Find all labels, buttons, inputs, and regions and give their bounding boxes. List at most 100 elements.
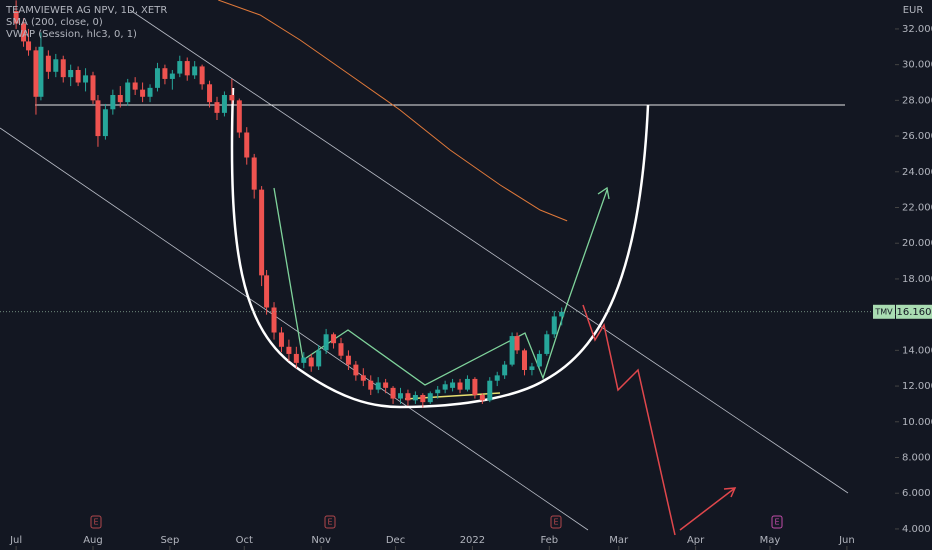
candle-body [420,395,426,403]
candle-body [90,75,96,101]
candle-body [125,82,131,103]
event-marker [324,515,336,529]
y-tick-label: 12.000 [902,381,932,392]
y-tick-label: 30.000 [902,60,932,71]
candle-body [184,61,190,76]
y-tick-label: 4.000 [902,524,931,535]
candle-body [13,11,19,24]
candle-body [551,316,557,335]
candle-body [412,395,418,401]
price-axis [895,0,932,550]
x-tick-label: Oct [236,535,253,546]
currency: EUR [903,5,924,16]
channel-lower [0,127,589,531]
sma-line [218,0,568,222]
candle-body [229,95,235,101]
candle-body [509,336,515,365]
projection-down [582,304,676,536]
x-tick-label: Dec [386,535,405,546]
candle-body [214,102,220,113]
candle-body [383,382,389,388]
candle-body [353,364,359,376]
y-tick-label: 6.000 [902,488,931,499]
candle-body [479,395,485,401]
x-tick-label: Apr [687,535,705,546]
projection-rebound [679,487,736,531]
candle-body [278,332,284,347]
y-tick-label: 22.000 [902,203,932,214]
candle-body [405,393,411,401]
x-tick-label: Feb [540,535,558,546]
event-marker [550,515,562,529]
candle-body [199,66,205,85]
candle-body [529,366,535,370]
y-tick-label: 14.000 [902,345,932,356]
candle-body [368,380,374,390]
candle-body [293,353,299,363]
candle-body [117,95,123,103]
candle-body [301,357,307,363]
candle-body [60,59,66,78]
candle-body [514,336,520,351]
candle-body [308,357,314,367]
event-marker [90,515,102,529]
candle-body [177,61,183,74]
y-tick-label: 26.000 [902,131,932,142]
y-tick-label: 20.000 [902,238,932,249]
indicator-label: SMA (200, close, 0) [6,17,103,28]
candle-body [251,157,257,190]
candle-body [450,382,456,388]
symbol-tag [873,304,895,319]
candle-body [502,364,508,376]
y-tick-label: 24.000 [902,167,932,178]
candle-body [375,382,381,390]
indicator-label: VWAP (Session, hlc3, 0, 1) [6,29,137,40]
candle-body [26,41,32,51]
candle-body [264,275,270,308]
x-tick-label: Jul [9,535,22,546]
x-tick-label: 2022 [460,535,485,546]
candle-body [331,334,337,344]
candle-body [102,109,108,137]
chart-title: TEAMVIEWER AG NPV, 1D, XETR [5,5,167,16]
candle-body [38,46,44,97]
candle-body [259,189,265,276]
candle-body [435,389,441,394]
y-tick-label: 32.000 [902,24,932,35]
x-tick-label: May [760,535,781,546]
candle-body [544,334,550,354]
candle-body [536,353,542,367]
plot-area [0,0,895,536]
y-tick-label: 10.000 [902,417,932,428]
candle-body [316,350,322,367]
candle-body [95,100,101,137]
candle-body [68,70,74,78]
y-tick-label: 8.000 [902,453,931,464]
candle-body [132,82,138,90]
candle-body [472,378,478,395]
cup-curve [230,87,650,409]
event-label: E [93,518,98,527]
candle-body [110,95,116,110]
candle-body [398,393,404,399]
symbol-label: TMV [874,307,893,316]
candle-body [345,355,351,365]
candle-body [323,334,329,351]
candle-body [192,66,198,76]
price-label: 16.160 [897,307,932,318]
price-tag [896,304,932,319]
candle-body [442,384,448,390]
candle-body [154,68,160,88]
candle-body [522,350,528,370]
candle-body [21,23,27,42]
candle-body [457,382,463,390]
x-tick-label: Jun [838,535,855,546]
candle-body [147,87,153,97]
y-tick-label: 28.000 [902,95,932,106]
candle-body [169,73,175,79]
candle-body [236,100,242,133]
candle-body [559,311,565,317]
